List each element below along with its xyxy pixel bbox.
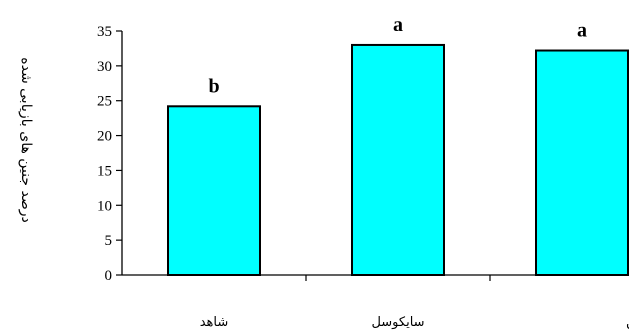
y-tick-label: 25: [97, 94, 112, 110]
bar: [535, 49, 629, 276]
significance-letter: a: [393, 14, 403, 36]
y-tick-label: 15: [97, 163, 112, 179]
y-tick-label: 20: [97, 129, 112, 145]
significance-letters-group: b a a: [208, 14, 587, 97]
significance-letter: b: [208, 75, 219, 97]
y-axis-label-group: درصد جنین های بازیابی شده: [18, 57, 34, 222]
y-tick-label: 10: [97, 198, 112, 214]
y-tick-label: 0: [105, 268, 113, 284]
x-categories-group: شاهد سایکوسل بنزیل آدنین: [200, 275, 629, 330]
y-tick-label: 30: [97, 59, 112, 75]
y-axis-label: درصد جنین های بازیابی شده: [18, 57, 34, 222]
significance-letter: a: [577, 20, 587, 42]
bar: [351, 43, 445, 276]
x-category-label: شاهد: [200, 315, 229, 330]
x-category-label: بنزیل آدنین: [626, 313, 629, 330]
bar: [167, 105, 261, 276]
x-category-label: سایکوسل: [371, 315, 424, 330]
y-tick-label: 5: [105, 233, 113, 249]
y-ticks-group: 0 5 10 15 20 25 30 35: [97, 24, 122, 284]
bars-group: [167, 43, 629, 276]
y-tick-label: 35: [97, 24, 112, 40]
